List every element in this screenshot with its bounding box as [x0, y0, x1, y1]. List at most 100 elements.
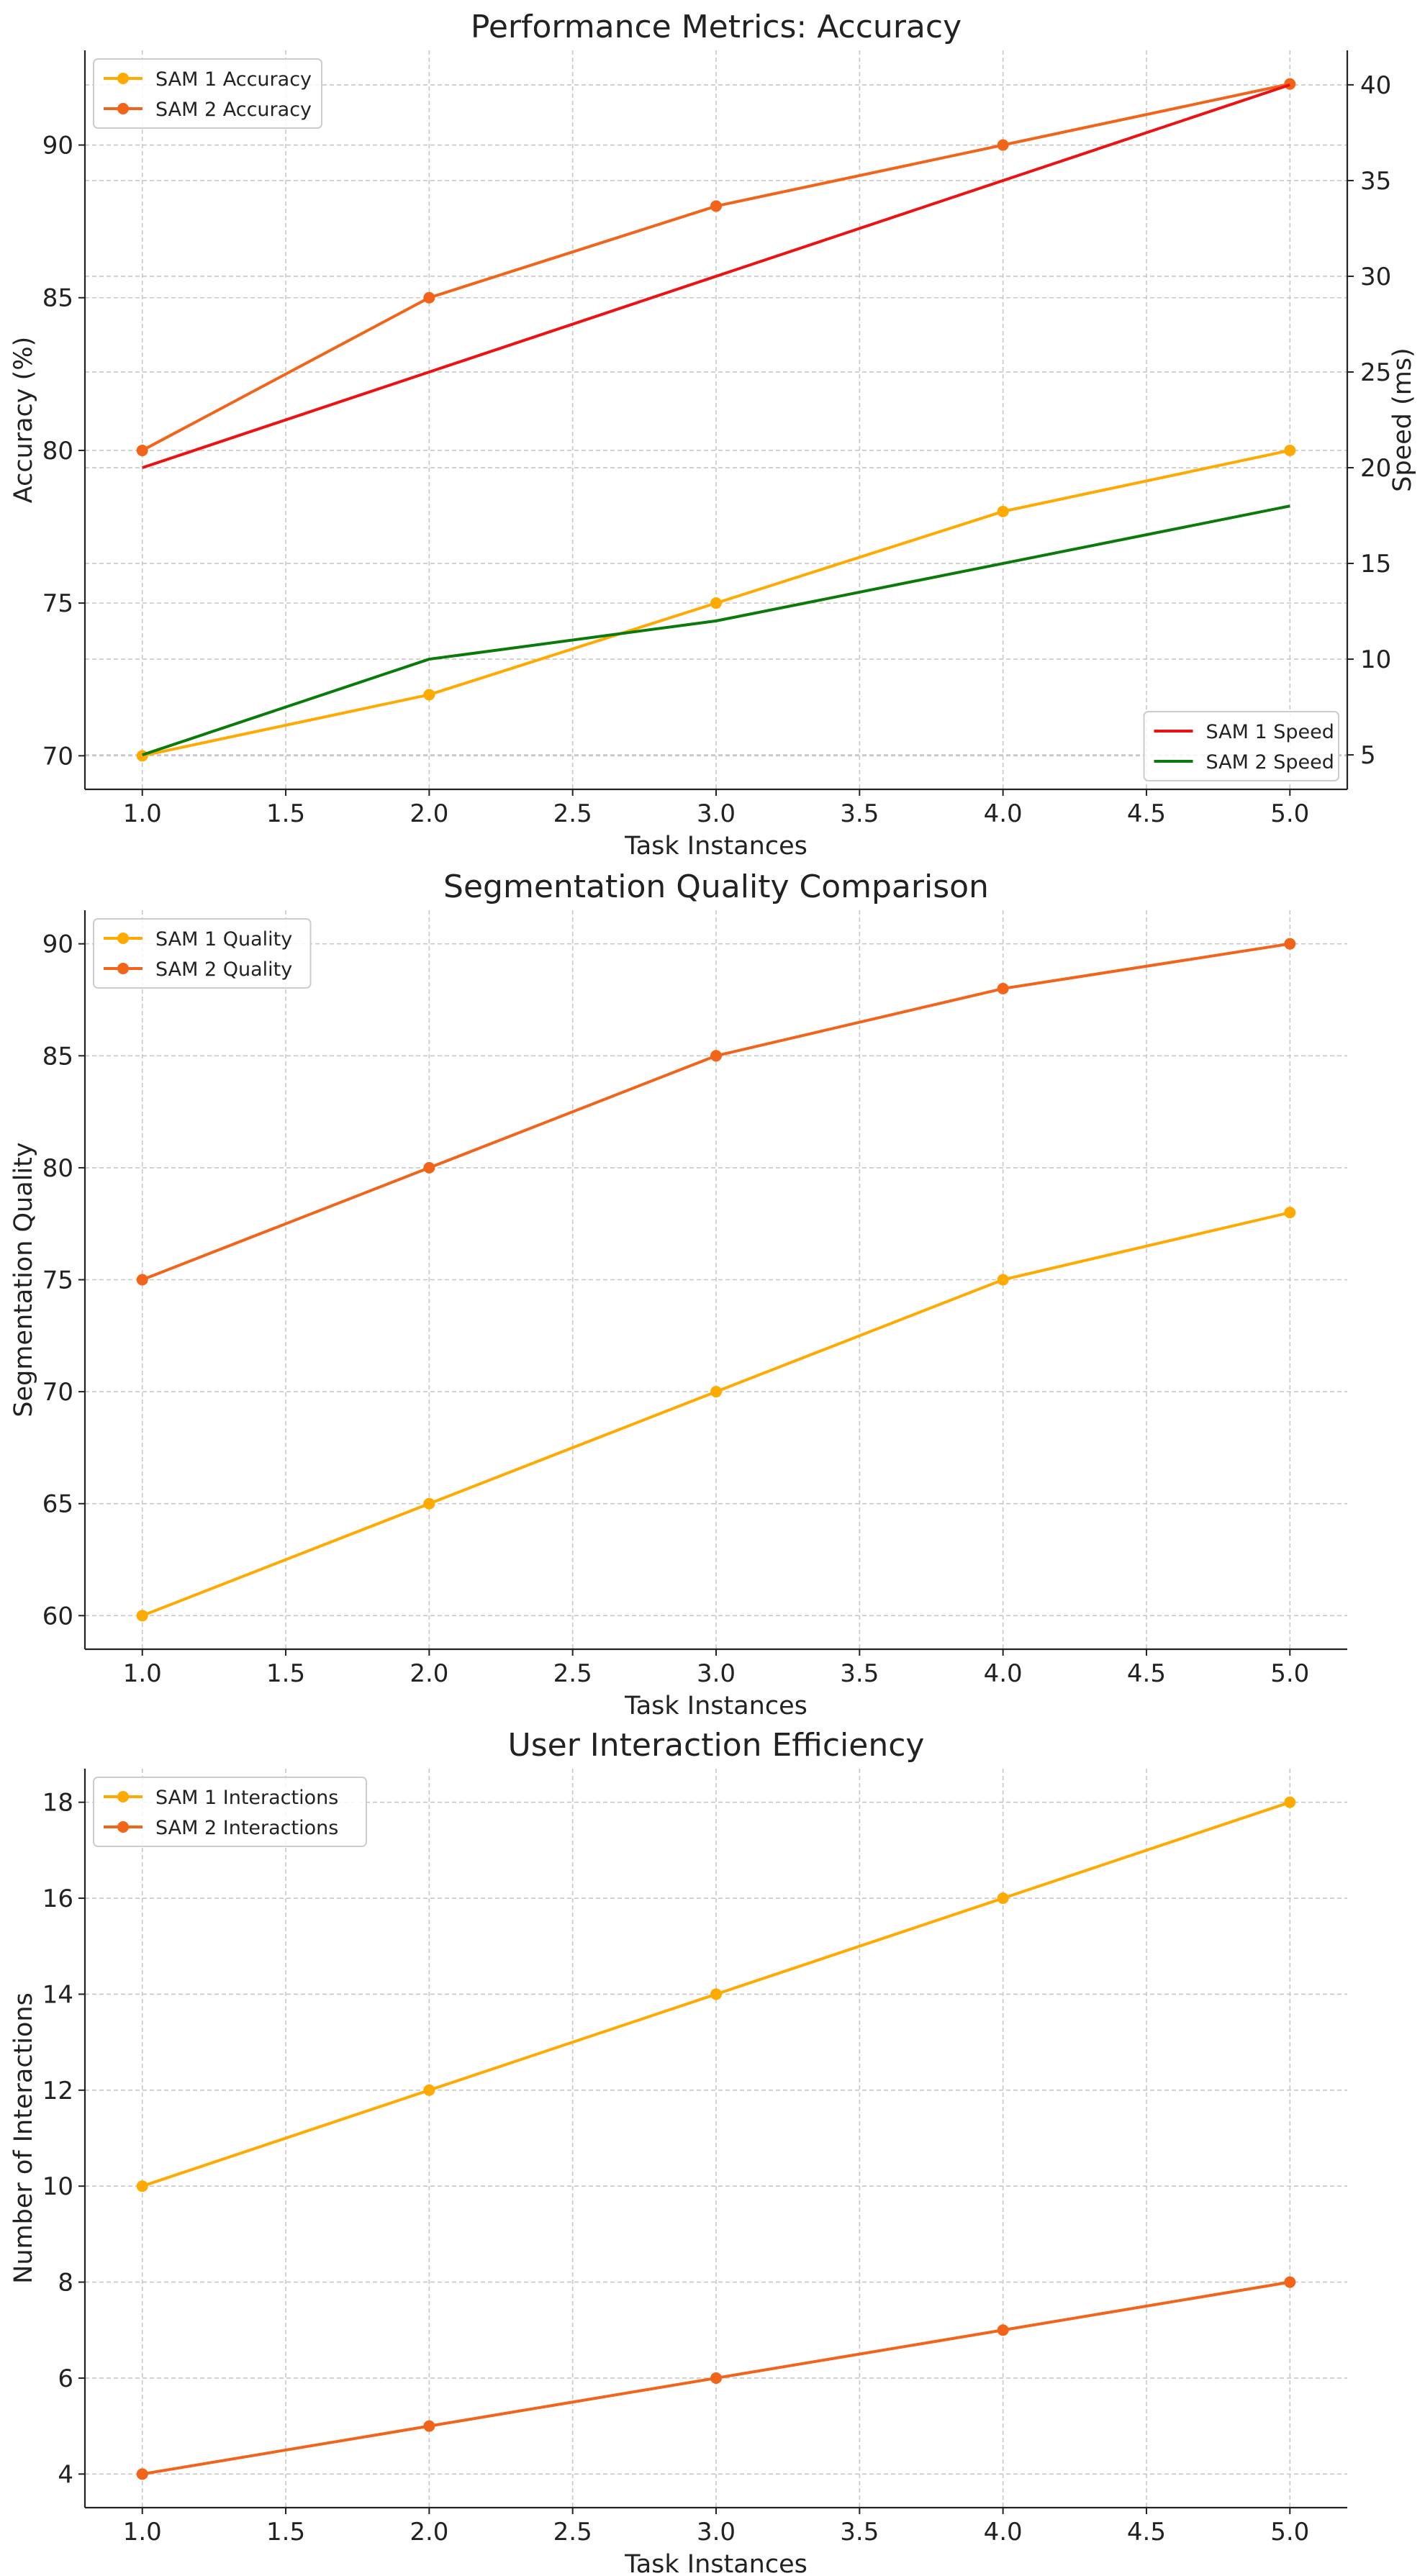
- x-tick-label: 5.0: [1270, 799, 1309, 828]
- data-point: [136, 2180, 148, 2192]
- legend-label: SAM 2 Speed: [1206, 751, 1334, 774]
- chart-panel-3: 1.0 1.5 2.0 2.5 3.0 3.5 4.0 4.5 5.0 4 6 8 10 12 14 16 18…: [9, 1727, 1347, 2576]
- legend-box: [1143, 711, 1339, 781]
- legend: SAM 1 Quality SAM 2 Quality: [93, 918, 312, 989]
- y-tick-label: 85: [42, 1042, 73, 1071]
- data-point: [1284, 78, 1296, 90]
- data-point: [1284, 938, 1296, 950]
- x-tick-label: 3.0: [697, 799, 736, 828]
- y-tick-label: 12: [42, 2077, 73, 2105]
- y-tick-label: 14: [42, 1980, 73, 2009]
- data-point: [423, 1497, 435, 1510]
- x-tick-label: 4.5: [1127, 799, 1166, 828]
- y2-tick-label: 5: [1360, 741, 1376, 770]
- data-point: [710, 1386, 722, 1398]
- data-point: [997, 2324, 1009, 2336]
- chart-panel-1: 1.0 1.5 2.0 2.5 3.0 3.5 4.0 4.5 5.0 70 75 80 85 90 5 10…: [9, 9, 1417, 861]
- chart-panel-2: 1.0 1.5 2.0 2.5 3.0 3.5 4.0 4.5 5.0 60 65 70 75 80 85 9…: [9, 869, 1347, 1720]
- legend-label: SAM 2 Quality: [155, 958, 292, 981]
- legend-label: SAM 2 Interactions: [155, 1817, 338, 1839]
- y-tick-label: 70: [42, 742, 73, 771]
- y-axis-label: Segmentation Quality: [9, 1142, 38, 1417]
- y-tick-label: 85: [42, 284, 73, 313]
- legend-box: [93, 1777, 367, 1847]
- x-tick-label: 3.5: [840, 799, 879, 828]
- legend-label: SAM 1 Accuracy: [155, 68, 312, 91]
- x-tick-label: 1.0: [123, 799, 162, 828]
- x-tick-label: 5.0: [1270, 2518, 1309, 2546]
- legend-box: [93, 58, 322, 129]
- data-point: [997, 1892, 1009, 1905]
- y-tick-label: 90: [42, 930, 73, 959]
- chart-title: User Interaction Efficiency: [508, 1727, 925, 1764]
- y-tick-label: 80: [42, 437, 73, 466]
- legend-marker: [117, 73, 129, 84]
- legend: SAM 1 Interactions SAM 2 Interactions: [93, 1777, 367, 1847]
- x-axis-label: Task Instances: [624, 832, 808, 861]
- y2-tick-label: 15: [1360, 550, 1391, 579]
- y-tick-label: 4: [58, 2460, 73, 2489]
- data-point: [136, 1274, 148, 1286]
- x-tick-label: 2.0: [410, 2518, 448, 2546]
- data-point: [710, 1988, 722, 2000]
- x-tick-label: 2.5: [553, 2518, 592, 2546]
- data-point: [136, 2468, 148, 2480]
- x-tick-label: 3.5: [840, 1659, 879, 1688]
- y-tick-label: 75: [42, 1266, 73, 1295]
- data-point: [710, 2372, 722, 2384]
- x-tick-label: 1.0: [123, 2518, 162, 2546]
- y-tick-label: 16: [42, 1885, 73, 1913]
- data-point: [423, 1161, 435, 1174]
- data-point: [1284, 444, 1296, 456]
- x-tick-label: 3.0: [697, 1659, 736, 1688]
- data-point: [1284, 1207, 1296, 1219]
- y-tick-label: 80: [42, 1154, 73, 1183]
- y-tick-label: 10: [42, 2172, 73, 2201]
- legend-box: [93, 918, 312, 989]
- x-tick-label: 1.0: [123, 1659, 162, 1688]
- y-tick-label: 70: [42, 1378, 73, 1407]
- legend-label: SAM 1 Speed: [1206, 721, 1334, 743]
- series-line-4: [142, 504, 1290, 757]
- y-tick-label: 8: [58, 2269, 73, 2298]
- data-point: [997, 139, 1009, 151]
- x-tick-label: 2.0: [410, 1659, 448, 1688]
- data-point: [136, 1610, 148, 1622]
- legend: SAM 1 Accuracy SAM 2 Accuracy: [93, 58, 322, 129]
- y-tick-label: 75: [42, 589, 73, 618]
- data-point: [423, 2420, 435, 2432]
- x-tick-label: 3.5: [840, 2518, 879, 2546]
- legend-marker: [117, 963, 129, 974]
- x-tick-label: 3.0: [697, 2518, 736, 2546]
- data-point: [423, 689, 435, 701]
- y2-axis-label: Speed (ms): [1388, 348, 1417, 491]
- data-point: [997, 505, 1009, 517]
- y2-tick-label: 10: [1360, 645, 1391, 674]
- legend-marker: [117, 933, 129, 944]
- x-tick-label: 2.5: [553, 1659, 592, 1688]
- x-axis-label: Task Instances: [624, 2550, 808, 2576]
- x-tick-label: 4.5: [1127, 1659, 1166, 1688]
- data-point: [1284, 2276, 1296, 2288]
- legend-label: SAM 1 Quality: [155, 928, 292, 951]
- y-tick-label: 18: [42, 1789, 73, 1818]
- y-tick-label: 6: [58, 2364, 73, 2393]
- legend-label: SAM 1 Interactions: [155, 1787, 338, 1809]
- x-tick-label: 1.5: [266, 2518, 305, 2546]
- y2-tick-label: 35: [1360, 167, 1391, 196]
- y2-tick-label: 30: [1360, 263, 1391, 291]
- x-tick-label: 5.0: [1270, 1659, 1309, 1688]
- x-tick-label: 4.0: [984, 799, 1023, 828]
- data-point: [423, 2084, 435, 2096]
- x-axis-label: Task Instances: [624, 1692, 808, 1720]
- y-axis-label: Number of Interactions: [9, 1992, 38, 2284]
- legend-marker: [117, 103, 129, 114]
- x-tick-label: 4.0: [984, 2518, 1023, 2546]
- chart-title: Segmentation Quality Comparison: [443, 869, 989, 905]
- y-tick-label: 65: [42, 1490, 73, 1519]
- series-line-3: [142, 83, 1290, 469]
- legend-marker: [117, 1821, 129, 1833]
- x-tick-label: 1.5: [266, 799, 305, 828]
- data-point: [710, 597, 722, 609]
